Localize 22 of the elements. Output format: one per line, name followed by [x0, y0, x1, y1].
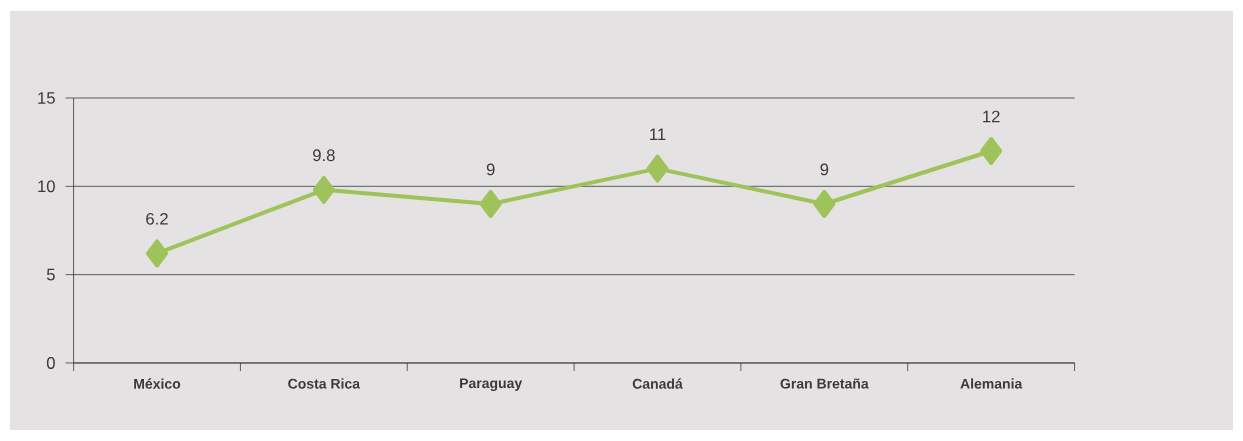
- x-tick-label: México: [134, 378, 181, 389]
- y-tick-label: 15: [38, 92, 55, 104]
- x-tick-label: Alemania: [960, 378, 1023, 389]
- point: [980, 136, 1003, 165]
- point: [646, 154, 669, 183]
- point: [479, 189, 502, 218]
- point: [146, 239, 169, 268]
- data-label: 11: [650, 128, 666, 140]
- data-label: 12: [983, 110, 1000, 123]
- y-tick-label: 0: [46, 357, 55, 369]
- y-tick-label: 5: [46, 268, 55, 281]
- x-tick-label: Paraguay: [460, 378, 523, 391]
- x-tick-label: Canadá: [632, 378, 683, 389]
- data-label: 9.8: [313, 149, 335, 162]
- y-tick-label: 10: [38, 180, 55, 193]
- point: [813, 189, 836, 218]
- x-tick-label: Costa Rica: [288, 378, 361, 389]
- data-label: 9: [486, 163, 495, 176]
- x-tick-label: Gran Bretaña: [780, 378, 869, 389]
- data-label: 9: [820, 163, 829, 176]
- point: [312, 175, 335, 204]
- data-label: 6.2: [146, 212, 168, 225]
